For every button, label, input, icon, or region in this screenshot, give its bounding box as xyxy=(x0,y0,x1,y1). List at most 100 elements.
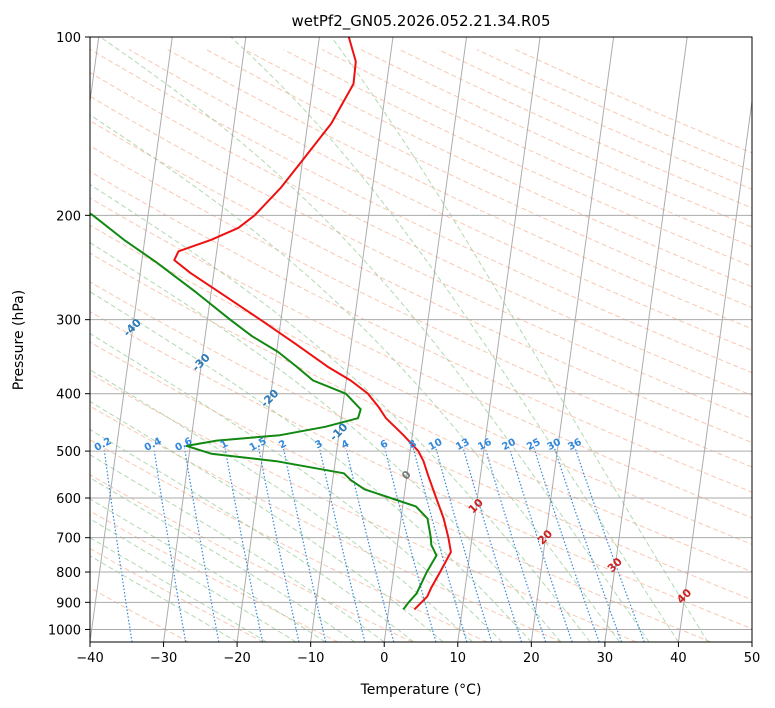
mixing-ratio-line xyxy=(508,448,573,642)
mixing-ratio-line xyxy=(345,448,395,642)
moist-adiabat-line xyxy=(90,428,414,642)
dry-adiabat-line xyxy=(90,373,637,642)
dry-adiabat-line xyxy=(90,474,413,642)
x-tick-label: 30 xyxy=(597,651,614,666)
dry-adiabat-line xyxy=(90,510,339,642)
mixing-ratio-line xyxy=(462,448,523,642)
mixing-ratio-label: 2 xyxy=(277,438,288,451)
y-tick-label: 900 xyxy=(56,596,81,611)
y-tick-label: 400 xyxy=(56,388,81,403)
y-tick-label: 700 xyxy=(56,532,81,547)
isotherm-label: -30 xyxy=(190,351,213,374)
mixing-ratio-label: 25 xyxy=(525,437,542,453)
moist-adiabat-line xyxy=(90,114,621,642)
isotherm-line xyxy=(236,37,320,642)
y-axis-label: Pressure (hPa) xyxy=(11,290,27,390)
dry-adiabat-line xyxy=(90,95,752,420)
isotherm-line xyxy=(310,37,394,642)
mixing-ratio-line xyxy=(184,448,220,642)
moist-adiabat-line xyxy=(90,400,444,642)
mixing-ratio-label: 16 xyxy=(476,437,493,453)
y-tick-label: 800 xyxy=(56,566,81,581)
dry-adiabat-line xyxy=(90,439,488,642)
mixing-ratio-line xyxy=(412,448,468,642)
temperature-profile-line xyxy=(173,37,452,611)
mixing-ratio-line xyxy=(258,448,300,642)
dry-adiabat-line xyxy=(90,281,752,601)
isotherm-label: -20 xyxy=(258,387,281,410)
mixing-ratio-line xyxy=(103,448,133,642)
mixing-ratio-label: 10 xyxy=(427,437,444,453)
mixing-ratio-label: 4 xyxy=(340,438,351,451)
mixing-ratio-line xyxy=(533,448,600,642)
mixing-ratio-line xyxy=(384,448,437,642)
x-tick-label: 10 xyxy=(450,651,467,666)
isotherm-line xyxy=(90,37,100,105)
x-tick-label: 50 xyxy=(744,651,761,666)
dry-adiabat-line xyxy=(90,252,752,573)
moist-adiabat-line xyxy=(90,498,326,642)
x-axis-ticks: −40 −30 −20 −10 0 10 20 30 40 50 xyxy=(76,642,760,666)
moist-adiabat-label: 40 xyxy=(674,586,694,606)
y-tick-label: 500 xyxy=(56,445,81,460)
dewpoint-profile-line xyxy=(90,212,438,610)
mixing-ratio-label: 13 xyxy=(454,437,471,453)
mixing-ratio-label: 36 xyxy=(566,437,583,453)
dry-adiabat-line xyxy=(90,145,752,468)
mixing-ratio-line xyxy=(435,448,493,642)
moist-adiabat-line xyxy=(230,37,679,642)
moist-adiabat-line xyxy=(90,477,356,642)
mixing-ratio-label: 1 xyxy=(219,438,230,451)
moist-adiabat-line xyxy=(90,518,297,642)
moist-adiabat-line xyxy=(90,291,532,642)
moist-adiabat-label: 20 xyxy=(535,527,555,547)
isotherm-line xyxy=(90,37,173,642)
isotherm-label: -60 xyxy=(0,232,8,255)
x-tick-label: 0 xyxy=(380,651,388,666)
isotherm-line xyxy=(604,37,688,642)
dry-adiabat-line xyxy=(90,341,711,642)
mixing-ratio-line xyxy=(484,448,547,642)
dry-adiabat-line xyxy=(437,49,752,190)
plot-frame xyxy=(89,36,753,643)
x-tick-label: 20 xyxy=(523,651,540,666)
isotherm-label: -10 xyxy=(327,420,350,443)
mixing-ratio-label: 6 xyxy=(379,438,390,451)
isotherm-label: -50 xyxy=(52,278,75,301)
dry-adiabat-line xyxy=(90,224,752,545)
mixing-ratio-label: 8 xyxy=(407,438,418,451)
x-tick-label: −30 xyxy=(150,651,177,666)
x-tick-label: −10 xyxy=(297,651,324,666)
moist-adiabat-line xyxy=(330,37,709,642)
x-tick-label: −20 xyxy=(223,651,250,666)
moist-adiabat-line xyxy=(90,183,591,642)
y-tick-label: 300 xyxy=(56,314,81,329)
mixing-ratio-line xyxy=(554,448,623,642)
mixing-ratio-line xyxy=(319,448,366,642)
moist-adiabat-line xyxy=(90,369,473,642)
moist-adiabat-line xyxy=(90,454,385,642)
x-tick-label: 40 xyxy=(670,651,687,666)
dry-adiabat-line xyxy=(90,71,752,396)
isotherm-line xyxy=(751,638,752,642)
isotherm-line xyxy=(530,37,615,642)
dry-adiabat-line xyxy=(360,49,752,228)
chart-title: wetPf2_GN05.2026.052.21.34.R05 xyxy=(291,12,550,31)
moist-adiabat-line xyxy=(100,37,650,642)
dry-adiabat-line xyxy=(90,405,562,642)
dry-adiabat-line xyxy=(206,49,752,309)
isotherm-line xyxy=(163,37,247,642)
dry-adiabat-line xyxy=(90,587,189,642)
moist-adiabat-label: 10 xyxy=(466,496,486,516)
isotherm-line xyxy=(457,37,541,642)
x-tick-label: −40 xyxy=(76,651,103,666)
moist-adiabat-line xyxy=(90,332,503,642)
dry-adiabat-line xyxy=(244,49,752,288)
y-axis-ticks: 100 200 300 400 500 600 700 800 900 1000 xyxy=(48,31,90,638)
dry-adiabat-line xyxy=(90,548,264,642)
dry-adiabat-line xyxy=(90,120,752,444)
moist-adiabat-line xyxy=(90,555,238,642)
dry-adiabat-line xyxy=(476,49,752,172)
mixing-ratio-label: 3 xyxy=(313,438,324,451)
mixing-ratio-line xyxy=(282,448,327,642)
